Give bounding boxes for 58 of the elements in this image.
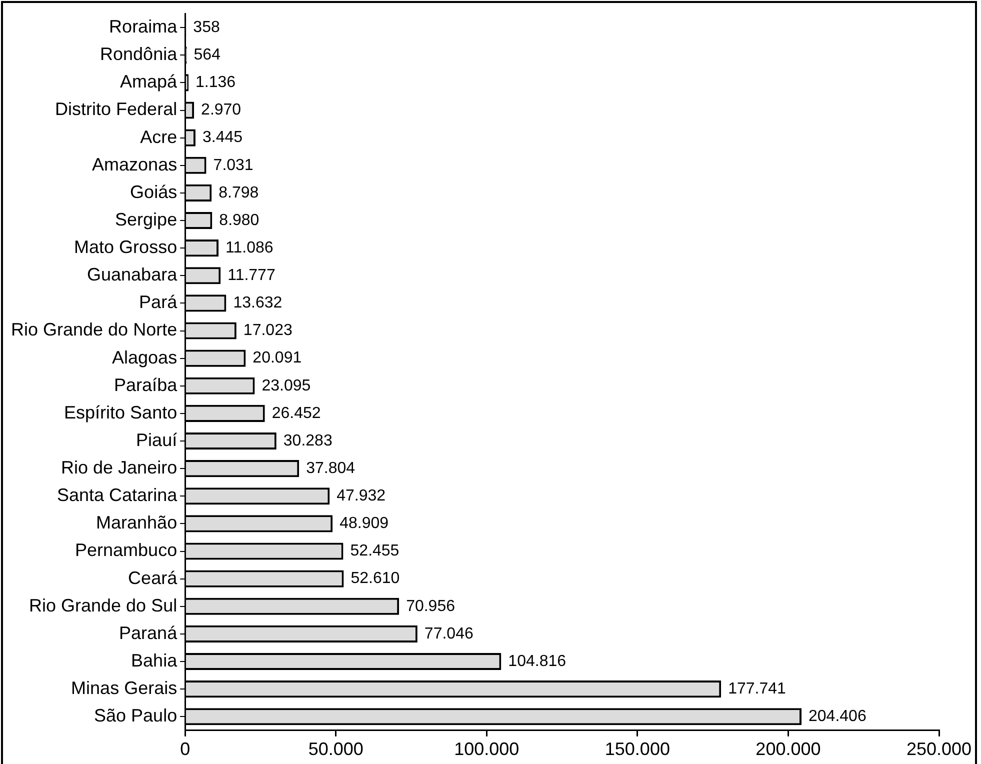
data-label: 47.932 xyxy=(336,488,386,505)
data-label: 11.086 xyxy=(226,239,274,256)
y-tick-label: Minas Gerais xyxy=(71,678,178,698)
data-label: 8.980 xyxy=(219,212,260,229)
y-tick-label: Mato Grosso xyxy=(74,237,178,258)
y-tick-label: Rio de Janeiro xyxy=(61,458,178,478)
y-tick-label: Amazonas xyxy=(92,154,178,174)
data-label: 177.741 xyxy=(728,680,786,698)
y-tick-label: Pernambuco xyxy=(75,540,178,560)
x-tick-label: 100.000 xyxy=(454,739,520,760)
data-label: 52.455 xyxy=(350,542,400,560)
x-tick-label: 0 xyxy=(180,739,190,760)
data-label: 48.909 xyxy=(340,515,389,532)
y-tick-label: Paraíba xyxy=(114,374,178,395)
y-tick-label: Acre xyxy=(140,126,178,147)
y-tick-label: Distrito Federal xyxy=(55,99,178,120)
data-label: 204.406 xyxy=(808,708,866,726)
data-label: 358 xyxy=(193,18,220,36)
y-tick-label: Espírito Santo xyxy=(64,402,178,422)
data-label: 30.283 xyxy=(283,432,332,450)
y-tick-label: Rio Grande do Sul xyxy=(28,595,178,616)
data-label: 104.816 xyxy=(508,652,566,670)
y-tick-label: Bahia xyxy=(131,650,178,670)
data-label: 77.046 xyxy=(424,625,474,642)
data-label: 26.452 xyxy=(272,404,321,422)
x-tick-label: 50.000 xyxy=(308,739,364,760)
y-tick-label: Roraima xyxy=(109,16,178,37)
x-tick-label: 250.000 xyxy=(906,739,972,760)
data-label: 70.956 xyxy=(406,598,456,615)
y-tick-label: Goiás xyxy=(130,182,178,202)
y-tick-label: Amapá xyxy=(120,72,178,92)
y-tick-label: Piauí xyxy=(136,430,178,450)
y-tick-label: Guanabara xyxy=(87,264,178,285)
data-label: 23.095 xyxy=(262,377,311,394)
data-label: 20.091 xyxy=(252,350,302,367)
y-tick-label: Rio Grande do Norte xyxy=(10,320,178,340)
data-label: 37.804 xyxy=(306,460,356,477)
y-tick-label: Paraná xyxy=(119,622,178,643)
data-label: 11.777 xyxy=(228,267,276,284)
data-label: 7.031 xyxy=(213,156,254,174)
data-label: 1.136 xyxy=(196,74,236,92)
y-tick-label: Maranhão xyxy=(96,512,178,533)
data-label: 17.023 xyxy=(243,322,292,340)
data-label: 13.632 xyxy=(233,294,282,312)
y-tick-label: Rondônia xyxy=(100,44,178,64)
y-tick-label: São Paulo xyxy=(94,706,178,726)
y-tick-label: Ceará xyxy=(128,568,178,588)
y-tick-label: Sergipe xyxy=(115,209,178,230)
data-label: 8.798 xyxy=(218,184,259,202)
data-label: 564 xyxy=(194,46,221,64)
y-tick-label: Santa Catarina xyxy=(57,485,178,506)
x-tick-label: 200.000 xyxy=(756,739,821,760)
data-label: 52.610 xyxy=(350,570,400,588)
data-label: 2.970 xyxy=(201,102,242,119)
data-label: 3.445 xyxy=(202,129,243,146)
y-tick-label: Pará xyxy=(139,292,178,312)
y-tick-label: Alagoas xyxy=(112,347,178,368)
x-tick-label: 150.000 xyxy=(604,739,670,760)
